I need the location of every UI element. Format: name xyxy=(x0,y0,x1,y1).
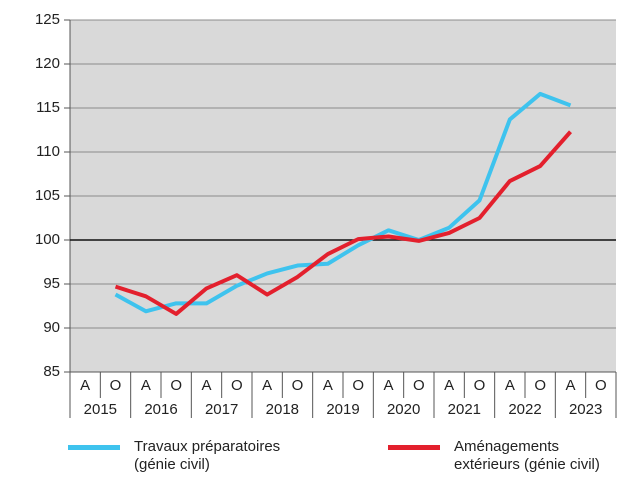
x-group-label: 2019 xyxy=(326,401,359,418)
legend-item: Aménagements extérieurs (génie civil) xyxy=(388,438,600,474)
y-tick-label: 90 xyxy=(43,319,60,336)
x-tick-label: O xyxy=(413,377,425,394)
x-tick-label: O xyxy=(170,377,182,394)
x-group-label: 2023 xyxy=(569,401,602,418)
x-group-label: 2020 xyxy=(387,401,420,418)
x-tick-label: A xyxy=(141,377,151,394)
x-tick-label: A xyxy=(444,377,454,394)
x-group-label: 2016 xyxy=(144,401,177,418)
x-tick-label: O xyxy=(110,377,122,394)
y-tick-label: 125 xyxy=(35,11,60,28)
chart: 85 90 95 100 105 110 115 120 125 A O A O A O A O A O A O A O A O… xyxy=(35,11,617,418)
x-tick-label: A xyxy=(262,377,272,394)
x-tick-label: O xyxy=(534,377,546,394)
x-tick-label: O xyxy=(231,377,243,394)
legend-label: Travaux préparatoires (génie civil) xyxy=(134,438,281,473)
legend-swatch xyxy=(68,445,120,450)
legend-label: Aménagements extérieurs (génie civil) xyxy=(454,438,600,473)
x-tick-label: A xyxy=(323,377,333,394)
series-line xyxy=(114,130,572,316)
x-group-label: 2022 xyxy=(508,401,541,418)
y-tick-label: 100 xyxy=(35,231,60,248)
x-tick-label: A xyxy=(505,377,515,394)
x-group-label: 2021 xyxy=(448,401,481,418)
y-tick-label: 110 xyxy=(36,143,60,160)
x-tick-label: A xyxy=(201,377,211,394)
y-tick-label: 120 xyxy=(35,55,60,72)
y-tick-label: 105 xyxy=(35,187,60,204)
x-group-label: 2017 xyxy=(205,401,238,418)
x-tick-label: A xyxy=(565,377,575,394)
y-tick-label: 85 xyxy=(43,363,60,380)
x-group-label: 2018 xyxy=(266,401,299,418)
y-tick-label: 115 xyxy=(36,99,60,116)
y-tick-label: 95 xyxy=(43,275,60,292)
x-tick-label: A xyxy=(383,377,393,394)
x-tick-label: O xyxy=(474,377,486,394)
x-tick-label: O xyxy=(352,377,364,394)
legend-swatch xyxy=(388,445,440,450)
x-tick-label: A xyxy=(80,377,90,394)
x-group-label: 2015 xyxy=(84,401,117,418)
x-tick-label: O xyxy=(292,377,304,394)
x-tick-label: O xyxy=(595,377,607,394)
legend-item: Travaux préparatoires (génie civil) xyxy=(68,438,280,474)
